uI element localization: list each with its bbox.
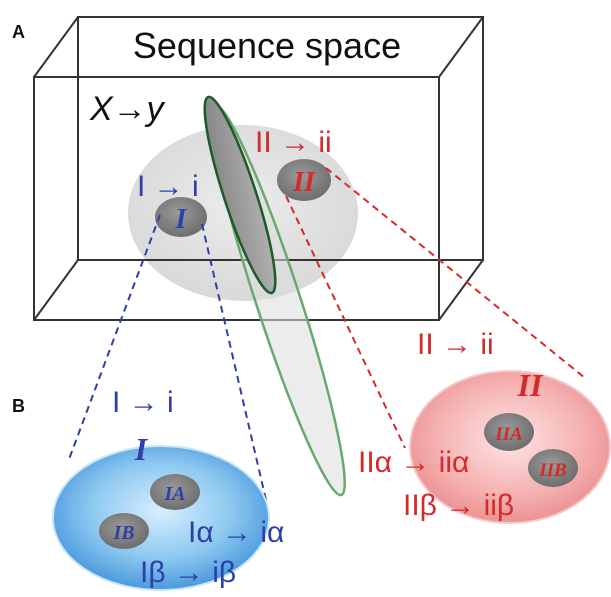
blue-sub-a-label: IA [163, 483, 185, 505]
blue-zoom-mapping: I → i [112, 386, 174, 419]
panel-a-letter: A [12, 22, 25, 42]
blue-sub-b-node [99, 513, 149, 549]
red-sub-b-label: IIB [538, 460, 566, 481]
red-zoom-lines [285, 167, 586, 449]
blue-zoom-mapping-beta: Iβ → iβ [140, 556, 236, 589]
blue-zoom-mapping-alpha: Iα → iα [188, 516, 284, 549]
cluster-ii-node [277, 159, 331, 201]
box-title: Sequence space [133, 25, 401, 66]
blue-sub-b-label: IB [112, 522, 134, 544]
panel-b-letter: B [12, 396, 25, 416]
leaf-ellipse [203, 95, 277, 295]
red-zoom-mapping-alpha: IIα → iiα [358, 446, 469, 479]
cluster-ii-mapping: II → ii [255, 126, 332, 159]
blue-zoom-lines [67, 214, 267, 501]
cluster-i-label: I [175, 204, 188, 235]
red-sub-a-label: IIA [494, 424, 522, 445]
red-zoom-title: II [517, 367, 544, 403]
cluster-i-mapping: I → i [137, 170, 199, 203]
blue-sub-a-node [150, 474, 200, 510]
blue-zoom-title: I [134, 431, 149, 467]
sequence-space-box [33, 16, 484, 321]
red-zoom-mapping-beta: IIβ → iiβ [403, 489, 514, 522]
red-sub-b-node [528, 449, 578, 487]
cluster-i-node [155, 197, 207, 237]
cluster-ii-label: II [292, 167, 316, 198]
blue-zoom-ellipse [52, 445, 270, 591]
mapping-label: X→y [89, 90, 166, 128]
red-zoom-mapping: II → ii [417, 328, 494, 361]
red-sub-a-node [484, 413, 534, 451]
